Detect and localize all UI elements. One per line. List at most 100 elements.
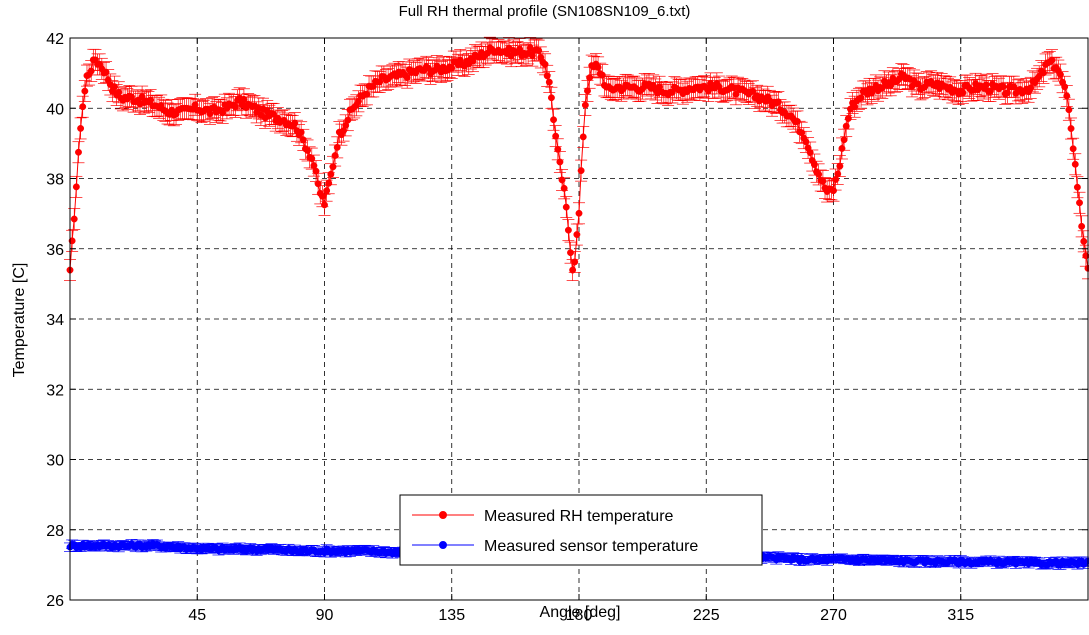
data-point xyxy=(594,63,602,71)
y-tick-label: 26 xyxy=(46,593,64,610)
y-tick-label: 42 xyxy=(46,31,64,48)
data-point xyxy=(323,187,331,195)
legend-label: Measured sensor temperature xyxy=(484,538,698,555)
data-point xyxy=(749,87,757,95)
data-point xyxy=(842,122,850,130)
x-tick-label: 225 xyxy=(693,607,720,624)
data-point xyxy=(560,184,568,192)
data-point xyxy=(556,158,564,166)
data-point xyxy=(70,215,78,223)
data-point xyxy=(354,97,362,105)
y-tick-label: 28 xyxy=(46,523,64,540)
data-point xyxy=(541,60,549,68)
data-point xyxy=(1082,252,1089,260)
legend-label: Measured RH temperature xyxy=(484,508,674,525)
data-point xyxy=(550,116,557,124)
data-point xyxy=(102,68,110,76)
chart-title: Full RH thermal profile (SN108SN109_6.tx… xyxy=(398,3,691,20)
data-point xyxy=(581,101,589,109)
legend-marker xyxy=(439,541,447,549)
data-point xyxy=(851,103,859,111)
data-point xyxy=(1073,183,1081,191)
data-point xyxy=(308,155,316,163)
data-point xyxy=(75,148,82,156)
data-point xyxy=(1061,83,1069,91)
data-point xyxy=(1065,106,1073,114)
y-tick-label: 40 xyxy=(46,101,64,118)
data-point xyxy=(558,176,566,184)
data-point xyxy=(147,96,155,104)
data-point xyxy=(312,167,320,175)
data-point xyxy=(844,115,852,122)
data-point xyxy=(810,161,818,169)
data-point xyxy=(344,116,352,124)
x-tick-label: 135 xyxy=(438,607,465,624)
x-tick-label: 45 xyxy=(188,607,206,624)
data-point xyxy=(314,180,322,188)
data-point xyxy=(1056,71,1064,79)
data-point xyxy=(836,162,844,170)
data-point xyxy=(857,94,865,102)
data-point xyxy=(448,64,456,72)
data-point xyxy=(219,109,227,117)
data-point xyxy=(545,78,553,86)
data-point xyxy=(291,119,299,127)
data-point xyxy=(111,83,118,91)
data-point xyxy=(72,183,80,191)
data-point xyxy=(68,237,76,245)
data-point xyxy=(363,90,371,98)
data-point xyxy=(838,144,846,152)
y-tick-label: 38 xyxy=(46,172,64,189)
data-point xyxy=(1069,145,1077,153)
data-point xyxy=(115,88,123,96)
x-tick-label: 90 xyxy=(316,607,334,624)
legend-marker xyxy=(439,511,447,519)
data-point xyxy=(1076,199,1083,207)
data-point xyxy=(318,192,326,200)
data-point xyxy=(543,72,551,80)
data-point xyxy=(1063,92,1071,100)
data-point xyxy=(569,266,577,274)
data-point xyxy=(547,94,555,102)
data-point xyxy=(1027,84,1035,92)
data-point xyxy=(1040,69,1047,77)
data-point xyxy=(571,258,579,266)
data-point xyxy=(793,117,801,125)
data-point xyxy=(1080,237,1088,245)
data-point xyxy=(325,179,333,187)
data-point xyxy=(562,203,570,211)
data-point xyxy=(81,87,89,95)
data-point xyxy=(231,103,239,111)
data-point xyxy=(819,177,827,185)
data-point xyxy=(79,103,87,111)
y-axis-label: Temperature [C] xyxy=(11,262,28,378)
data-point xyxy=(999,83,1007,91)
data-point xyxy=(577,167,585,175)
data-point xyxy=(240,95,248,103)
data-point xyxy=(774,98,782,106)
data-point xyxy=(329,163,337,171)
y-tick-label: 30 xyxy=(46,453,64,470)
data-point xyxy=(331,152,339,159)
data-point xyxy=(299,136,307,144)
data-point xyxy=(567,249,574,257)
data-point xyxy=(87,67,95,75)
data-point xyxy=(1067,125,1075,132)
data-point xyxy=(1048,56,1056,64)
x-tick-label: 180 xyxy=(566,607,593,624)
y-tick-label: 36 xyxy=(46,242,64,259)
legend-box xyxy=(399,494,763,566)
data-point xyxy=(815,170,823,178)
data-point xyxy=(1003,89,1011,97)
data-point xyxy=(959,89,967,97)
data-point xyxy=(982,81,990,89)
x-axis-label: Angle [deg] xyxy=(539,604,621,621)
data-point xyxy=(1078,222,1086,230)
data-point xyxy=(552,132,560,140)
data-point xyxy=(535,47,543,55)
x-tick-label: 315 xyxy=(947,607,974,624)
data-point xyxy=(327,170,335,178)
data-point xyxy=(297,128,305,136)
data-point xyxy=(830,187,837,195)
